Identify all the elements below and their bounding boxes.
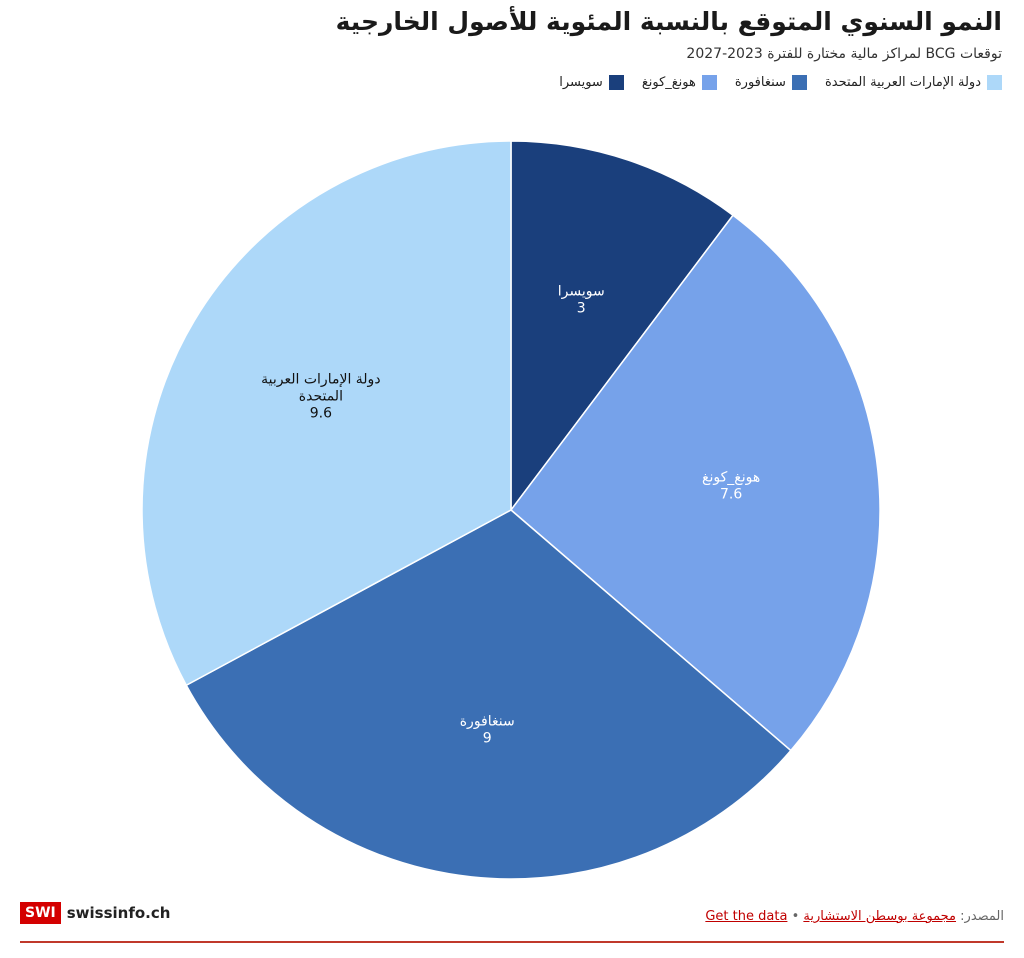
legend-swatch bbox=[987, 75, 1002, 90]
legend-label: دولة الإمارات العربية المتحدة bbox=[824, 75, 981, 90]
slice-label: المتحدة bbox=[299, 389, 343, 405]
legend-item-uae: دولة الإمارات العربية المتحدة bbox=[825, 75, 1002, 90]
pie-slice-switzerland[interactable] bbox=[510, 140, 735, 513]
slice-label: هونغ_كونغ bbox=[702, 470, 760, 486]
slice-label: دولة الإمارات العربية bbox=[261, 372, 380, 388]
legend-swatch bbox=[608, 75, 624, 90]
legend-item-singapore: سنغافورة bbox=[735, 75, 807, 90]
logo-name: swissinfo.ch bbox=[66, 904, 171, 922]
chart-header: النمو السنوي المتوقع بالنسبة المئوية للأ… bbox=[22, 4, 1002, 90]
swissinfo-logo[interactable]: SWI swissinfo.ch bbox=[20, 902, 170, 924]
slice-value-label: 9 bbox=[483, 731, 492, 747]
legend-label: سويسرا bbox=[559, 75, 603, 90]
source-prefix: المصدر: bbox=[960, 909, 1004, 924]
pie-slice-hong-kong[interactable] bbox=[509, 214, 881, 752]
footer-rule bbox=[20, 941, 1004, 943]
legend-label: هونغ_كونغ bbox=[641, 75, 696, 90]
logo-mark: SWI bbox=[20, 902, 61, 924]
chart-subtitle: توقعات BCG لمراكز مالية مختارة للفترة 20… bbox=[686, 46, 1002, 62]
slice-label: سنغافورة bbox=[460, 714, 515, 730]
legend-label: سنغافورة bbox=[734, 75, 786, 90]
source-link[interactable]: مجموعة بوسطن الاستشارية bbox=[803, 909, 957, 924]
get-data-link[interactable]: Get the data bbox=[705, 909, 788, 924]
legend-swatch bbox=[791, 75, 807, 90]
chart-legend: دولة الإمارات العربية المتحدة سنغافورة ه… bbox=[22, 75, 1002, 90]
pie-slice-uae[interactable] bbox=[141, 140, 512, 687]
source-separator: • bbox=[791, 909, 800, 924]
legend-item-switzerland: سويسرا bbox=[559, 75, 624, 90]
legend-item-hong-kong: هونغ_كونغ bbox=[642, 75, 717, 90]
slice-value-label: 7.6 bbox=[720, 487, 742, 503]
slice-label: سويسرا bbox=[558, 284, 605, 300]
slice-value-label: 3 bbox=[577, 301, 586, 317]
chart-title: النمو السنوي المتوقع بالنسبة المئوية للأ… bbox=[335, 7, 1002, 36]
footer: SWI swissinfo.ch المصدر: مجموعة بوسطن ال… bbox=[20, 900, 1004, 943]
source-line: المصدر: مجموعة بوسطن الاستشارية • Get th… bbox=[705, 909, 1004, 924]
slice-value-label: 9.6 bbox=[310, 406, 332, 422]
pie-slice-singapore[interactable] bbox=[185, 509, 792, 880]
legend-swatch bbox=[701, 75, 717, 90]
